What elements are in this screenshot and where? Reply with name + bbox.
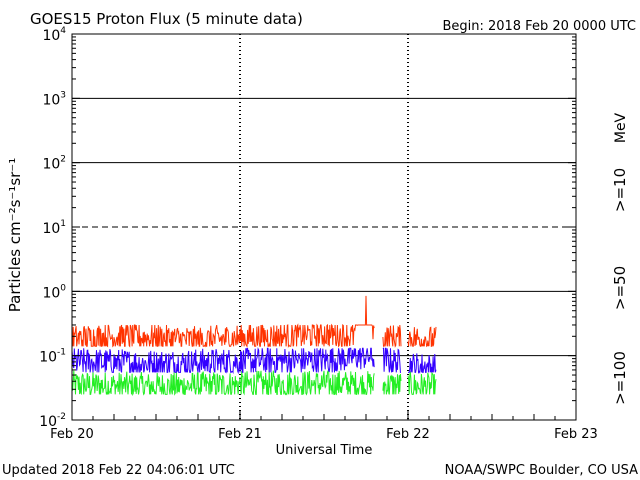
y-tick-label: 102 [42, 155, 66, 173]
y-tick-label: 104 [42, 26, 66, 44]
y-tick-label: 10-2 [39, 412, 66, 430]
series-ge100 [71, 370, 437, 397]
x-axis-ticks: Feb 20 Feb 21 Feb 22 Feb 23 [50, 410, 598, 442]
grid-lines [72, 97, 576, 357]
legend-entry: >=50 [611, 266, 629, 310]
chart-title: GOES15 Proton Flux (5 minute data) [30, 10, 303, 28]
updated-label: Updated 2018 Feb 22 04:06:01 UTC [2, 463, 235, 478]
x-tick-label: Feb 23 [554, 427, 598, 442]
legend-unit: MeV [613, 112, 629, 143]
source-label: NOAA/SWPC Boulder, CO USA [445, 463, 638, 478]
day-separators [239, 34, 409, 420]
begin-label: Begin: 2018 Feb 20 0000 UTC [442, 19, 636, 34]
y-axis-label: Particles cm⁻²s⁻¹sr⁻¹ [6, 158, 24, 312]
y-axis-ticks: 104 103 102 101 100 10-1 10-2 [39, 26, 576, 430]
y-tick-label: 101 [42, 219, 66, 237]
legend: >=10 >=50 >=100 MeV [611, 112, 629, 404]
y-tick-label: 100 [42, 283, 66, 301]
x-tick-label: Feb 21 [218, 427, 262, 442]
x-tick-label: Feb 20 [50, 427, 94, 442]
legend-entry: >=100 [611, 351, 629, 405]
x-axis-label: Universal Time [276, 443, 373, 458]
x-tick-label: Feb 22 [386, 427, 430, 442]
y-tick-label: 10-1 [39, 348, 66, 366]
y-tick-label: 103 [42, 90, 66, 108]
series-ge50 [71, 347, 437, 375]
series-ge10 [71, 295, 437, 349]
series-lines [71, 295, 437, 397]
legend-entry: >=10 [611, 168, 629, 212]
